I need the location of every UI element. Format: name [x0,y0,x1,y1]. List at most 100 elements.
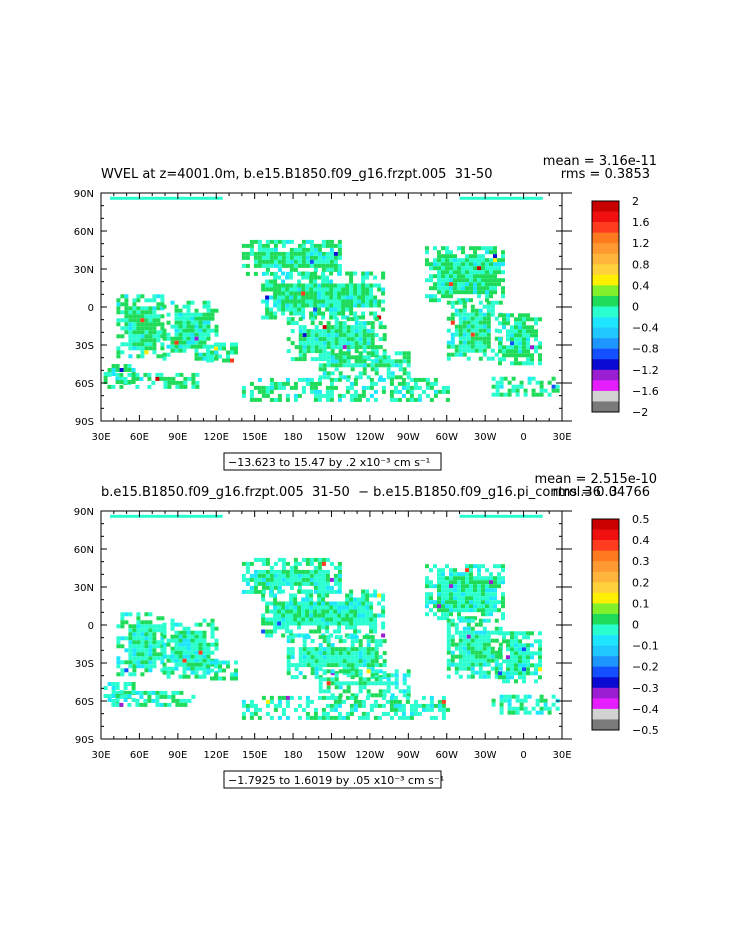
field-cell [381,271,386,276]
field-cell [182,340,187,345]
field-cell [425,576,429,581]
field-cell [346,337,351,342]
field-cell [309,275,314,280]
field-cell [148,624,153,629]
field-cell [293,557,298,562]
field-cell [538,317,542,322]
field-cell [358,337,363,342]
field-cell [341,295,346,300]
field-cell [353,381,358,386]
field-cell [214,672,218,677]
field-cell [449,262,453,267]
field-cell [342,659,347,664]
field-cell [313,617,318,622]
field-cell [285,393,290,398]
field-cell [518,663,522,668]
field-cell [214,342,218,347]
field-cell [293,263,298,268]
field-cell [526,647,530,652]
field-cell [330,355,335,360]
field-cell [493,254,497,259]
field-cell [329,315,334,320]
field-cell [454,642,459,647]
field-cell [478,328,483,333]
field-cell [297,613,302,618]
field-cell [302,345,307,350]
field-cell [378,325,383,330]
field-cell [245,707,250,712]
field-cell [405,715,410,720]
field-cell [353,389,358,394]
field-cell [478,654,483,659]
field-cell [510,341,514,346]
field-cell [301,569,306,574]
field-cell [214,352,219,357]
field-cell [473,564,477,569]
field-cell [120,334,125,339]
field-cell [139,376,144,381]
field-cell [338,337,343,342]
field-cell [457,262,461,267]
field-cell [277,601,282,606]
field-cell [182,646,187,651]
field-cell [489,250,493,255]
field-cell [518,667,522,672]
x-tick-label: 30W [474,750,497,761]
field-cell [458,638,463,643]
field-cell [398,375,403,380]
field-cell [317,715,322,720]
field-cell [301,377,306,382]
field-cell [362,647,367,652]
field-cell [170,618,175,623]
field-cell [140,330,145,335]
field-cell [433,381,438,386]
field-cell [152,636,157,641]
field-cell [497,262,501,267]
field-cell [289,259,294,264]
x-tick-label: 60E [130,750,149,761]
field-cell [473,282,477,287]
field-cell [374,351,379,356]
field-cell [353,377,358,382]
field-cell [330,669,335,674]
field-cell [462,650,467,655]
field-cell [477,608,481,613]
field-cell [330,337,335,342]
field-cell [329,577,334,582]
field-cell [498,321,502,326]
field-cell [191,376,196,381]
field-cell [486,328,491,333]
colorbar-swatch [592,613,619,625]
field-cell [234,346,238,351]
field-cell [461,262,465,267]
field-cell [309,377,314,382]
field-cell [313,389,318,394]
y-tick-label: 60N [74,227,94,238]
field-cell [378,375,383,380]
field-cell [186,638,191,643]
field-cell [269,295,274,300]
field-cell [309,271,314,276]
field-cell [345,609,350,614]
field-cell [265,295,270,300]
field-cell [518,659,522,664]
field-cell [326,635,331,640]
field-cell [474,328,479,333]
field-cell [350,667,355,672]
field-cell [369,707,374,712]
field-cell [469,262,473,267]
field-cell [257,247,262,252]
field-cell [514,635,518,640]
field-cell [127,682,132,686]
field-cell [389,699,394,704]
field-cell [437,258,441,263]
field-cell [326,363,331,368]
field-cell [342,333,347,338]
field-cell [441,596,445,601]
field-cell [297,581,302,586]
field-cell [273,315,278,320]
field-cell [449,596,453,601]
field-cell [437,584,441,589]
x-tick-label: 30E [552,750,571,761]
field-cell [198,642,203,647]
